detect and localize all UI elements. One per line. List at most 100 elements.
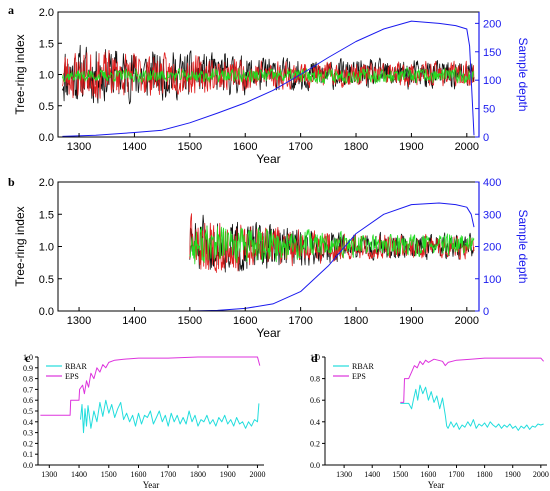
x-tick-label: 2000 (455, 315, 479, 327)
x-tick-label: 1800 (344, 141, 368, 153)
rbar-line (80, 399, 260, 434)
x-tick-label: 1700 (160, 470, 176, 479)
y-tick-label-right: 0 (483, 132, 489, 144)
x-tick-label: 1500 (392, 470, 408, 479)
y-tick-label: 0.6 (23, 396, 33, 405)
x-tick-label: 1500 (178, 315, 202, 327)
y-tick-label-right: 200 (483, 242, 501, 254)
y-tick-label: 1.0 (23, 353, 33, 362)
y-tick-label: 0.5 (23, 407, 33, 416)
x-axis-label: Year (143, 480, 160, 490)
x-tick-label: 1300 (336, 470, 352, 479)
x-tick-label: 1400 (71, 470, 87, 479)
eps-line (40, 356, 261, 416)
x-tick-label: 1300 (67, 315, 91, 327)
legend-label-rbar: RBAR (352, 362, 374, 371)
ring-index-line-green (189, 225, 475, 265)
x-tick-label: 1400 (364, 470, 380, 479)
sample-depth-line (189, 202, 475, 311)
x-tick-label: 1600 (131, 470, 147, 479)
x-tick-label: 1800 (190, 470, 206, 479)
y-axis-label-left: Tree-ring index (13, 34, 27, 114)
ring-index-line-green (62, 67, 475, 84)
y-tick-label-right: 0 (483, 306, 489, 318)
y-tick-label-left: 0.5 (39, 274, 54, 286)
x-tick-label: 1900 (399, 315, 423, 327)
y-tick-label: 0.6 (310, 396, 320, 405)
x-tick-label: 1700 (449, 470, 465, 479)
series-group (62, 20, 475, 137)
y-tick-label-right: 400 (483, 177, 501, 189)
x-axis-label: Year (428, 480, 445, 490)
y-tick-label-left: 1.5 (39, 209, 54, 221)
y-tick-label-right: 150 (483, 47, 501, 59)
x-tick-label: 1400 (122, 315, 146, 327)
x-tick-label: 2000 (533, 470, 549, 479)
y-tick-label: 0.1 (23, 450, 33, 459)
series-group (189, 202, 475, 311)
panel-a: 1300 1400 1500 1600 1700 1800 1900 20000.00.51.… (8, 3, 530, 166)
x-tick-label: 1500 (101, 470, 117, 479)
panel-letter: c (25, 351, 31, 365)
legend-label-rbar: RBAR (65, 362, 87, 371)
y-tick-label-left: 1.0 (39, 70, 54, 82)
y-tick-label-right: 100 (483, 75, 501, 87)
y-axis-label-left: Tree-ring index (13, 206, 27, 286)
x-tick-label: 1900 (399, 141, 423, 153)
y-tick-label: 0.0 (23, 461, 33, 470)
y-tick-label: 0.4 (23, 418, 33, 427)
y-tick-label: 0.7 (23, 385, 33, 394)
y-tick-label: 0.3 (23, 429, 33, 438)
y-tick-label-left: 1.5 (39, 38, 54, 50)
panel-c: 0.0 0.1 0.20.3 0.4 0.5 0.6 0.70.8 0.9 1.0 1300 140… (23, 351, 265, 490)
y-tick-label-right: 300 (483, 209, 501, 221)
y-tick-label: 0.4 (310, 418, 320, 427)
y-tick-label-left: 2.0 (39, 177, 54, 189)
x-tick-label: 2000 (249, 470, 265, 479)
x-tick-label: 1400 (122, 141, 146, 153)
y-tick-label-right: 50 (483, 104, 495, 116)
y-tick-label: 0.9 (23, 364, 33, 373)
y-tick-label-left: 0.0 (39, 306, 54, 318)
x-tick-label: 1600 (420, 470, 436, 479)
x-tick-label: 1300 (67, 141, 91, 153)
sample-depth-line (62, 20, 475, 137)
x-tick-label: 1900 (505, 470, 521, 479)
x-axis-label: Year (256, 326, 280, 340)
y-tick-label-left: 0.5 (39, 101, 54, 113)
panel-letter: d (311, 351, 318, 365)
rbar-line (400, 384, 544, 431)
y-tick-label: 0.2 (23, 439, 33, 448)
y-tick-label-left: 1.0 (39, 242, 54, 254)
panel-d: 0.0 0.2 0.4 0.6 0.8 1.0 1300 1400 1500 1600 1700 18… (310, 351, 549, 490)
y-tick-label: 1.0 (310, 353, 320, 362)
x-tick-label: 1600 (233, 315, 257, 327)
y-tick-label: 0.8 (310, 375, 320, 384)
x-tick-label: 1800 (344, 315, 368, 327)
panel-b: 1300 1400 1500 1600 1700 1800 1900 20000.00.51.… (8, 175, 530, 340)
x-tick-label: 1500 (178, 141, 202, 153)
y-tick-label: 0.0 (310, 461, 320, 470)
y-axis-label-right: Sample depth (516, 37, 530, 111)
panel-letter: a (8, 3, 14, 17)
x-tick-label: 1800 (477, 470, 493, 479)
y-axis-label-right: Sample depth (516, 209, 530, 283)
x-axis-label: Year (256, 152, 280, 166)
y-tick-label-right: 200 (483, 18, 501, 30)
y-tick-label: 0.8 (23, 375, 33, 384)
panel-letter: b (8, 175, 15, 189)
legend-label-eps: EPS (352, 372, 366, 381)
x-tick-label: 1700 (288, 315, 312, 327)
eps-line (400, 357, 544, 403)
y-tick-label-right: 100 (483, 274, 501, 286)
legend-label-eps: EPS (65, 372, 79, 381)
y-tick-label-left: 0.0 (39, 132, 54, 144)
x-tick-label: 1700 (288, 141, 312, 153)
x-tick-label: 1600 (233, 141, 257, 153)
y-tick-label-left: 2.0 (39, 7, 54, 19)
x-tick-label: 2000 (455, 141, 479, 153)
y-tick-label: 0.2 (310, 439, 320, 448)
x-tick-label: 1300 (41, 470, 57, 479)
x-tick-label: 1900 (220, 470, 236, 479)
